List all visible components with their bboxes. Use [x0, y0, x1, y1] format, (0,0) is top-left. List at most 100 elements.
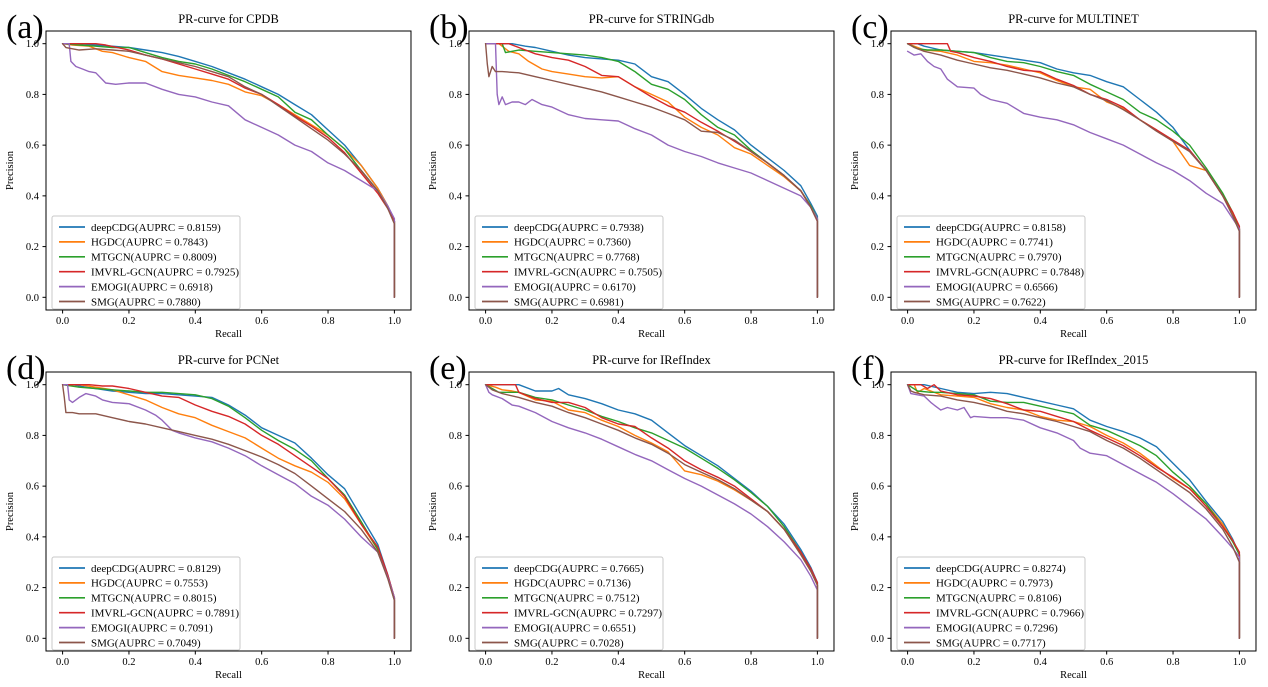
legend-label-mtgcn: MTGCN(AUPRC = 0.7768)	[514, 252, 640, 264]
x-tick-label: 1.0	[1233, 316, 1246, 327]
curve-emogi	[61, 43, 396, 298]
legend-e: deepCDG(AUPRC = 0.7665) HGDC(AUPRC = 0.71…	[474, 556, 664, 651]
y-axis-label: Precision	[5, 491, 16, 531]
legend-label-imvrl-gcn: IMVRL-GCN(AUPRC = 0.7891)	[91, 607, 239, 619]
y-tick-label: 0.8	[449, 90, 462, 101]
legend-label-deepcdg: deepCDG(AUPRC = 0.7665)	[514, 563, 644, 575]
legend-b: deepCDG(AUPRC = 0.7938) HGDC(AUPRC = 0.73…	[474, 215, 664, 310]
x-axis-label: Recall	[638, 670, 665, 681]
y-tick-label: 0.0	[26, 634, 39, 645]
legend-label-smg: SMG(AUPRC = 0.7717)	[936, 637, 1046, 649]
legend-label-imvrl-gcn: IMVRL-GCN(AUPRC = 0.7505)	[514, 266, 662, 278]
x-tick-label: 0.0	[479, 316, 492, 327]
curve-deepcdg	[61, 384, 396, 639]
legend-f: deepCDG(AUPRC = 0.8274) HGDC(AUPRC = 0.79…	[896, 556, 1086, 651]
x-tick-label: 0.8	[321, 316, 334, 327]
curve-deepcdg	[484, 43, 818, 298]
x-tick-label: 1.0	[1233, 657, 1246, 668]
y-tick-label: 0.6	[449, 482, 462, 493]
y-axis-label: Precision	[428, 491, 439, 531]
y-tick-label: 0.4	[449, 191, 463, 202]
x-tick-label: 0.0	[901, 657, 914, 668]
y-axis-label: Precision	[850, 150, 861, 190]
legend-label-deepcdg: deepCDG(AUPRC = 0.8129)	[91, 563, 221, 575]
x-tick-label: 0.4	[189, 657, 203, 668]
pr-curve-plot-d: (d) PR-curve for PCNet 0.0 0.2 0.4 0.6 0.8 1.0 0…	[5, 350, 412, 681]
y-tick-label: 0.2	[26, 583, 39, 594]
x-tick-label: 0.8	[321, 657, 334, 668]
plot-title-a: PR-curve for CPDB	[178, 12, 279, 26]
pr-curve-plot-b: (b) PR-curve for STRINGdb 0.0 0.2 0.4 0.6 0.8 1…	[428, 9, 835, 340]
legend-box	[51, 556, 241, 651]
y-tick-label: 0.0	[871, 634, 884, 645]
x-tick-label: 0.4	[1034, 316, 1048, 327]
panel-a: (a) PR-curve for CPDB 0.0 0.2 0.4 0.6 0.8 1.0 0.…	[0, 0, 423, 341]
x-axis-label: Recall	[215, 329, 242, 340]
x-tick-label: 0.8	[1167, 316, 1180, 327]
legend-label-smg: SMG(AUPRC = 0.7880)	[91, 296, 201, 308]
curve-smg	[484, 43, 818, 298]
legend-label-smg: SMG(AUPRC = 0.7049)	[91, 637, 201, 649]
plot-frame	[890, 30, 1257, 311]
x-tick-label: 1.0	[810, 316, 823, 327]
curve-imvrl-gcn	[907, 384, 1241, 639]
x-tick-label: 0.6	[1100, 316, 1113, 327]
legend-label-hgdc: HGDC(AUPRC = 0.7553)	[91, 578, 208, 590]
curve-smg	[61, 384, 396, 639]
x-tick-label: 0.8	[744, 316, 757, 327]
legend-box	[474, 556, 664, 651]
x-tick-label: 0.4	[189, 316, 203, 327]
y-tick-label: 0.0	[26, 293, 39, 304]
x-tick-label: 0.2	[545, 657, 558, 668]
x-tick-label: 0.4	[1034, 657, 1048, 668]
legend-label-hgdc: HGDC(AUPRC = 0.7973)	[936, 578, 1053, 590]
x-axis-label: Recall	[1060, 670, 1087, 681]
legend-label-emogi: EMOGI(AUPRC = 0.6918)	[91, 281, 213, 293]
curve-emogi	[61, 384, 396, 639]
legend-label-hgdc: HGDC(AUPRC = 0.7136)	[514, 578, 631, 590]
panel-letter-f: (f)	[851, 350, 885, 387]
legend-label-deepcdg: deepCDG(AUPRC = 0.8159)	[91, 222, 221, 234]
legend-label-emogi: EMOGI(AUPRC = 0.6566)	[936, 281, 1058, 293]
legend-label-emogi: EMOGI(AUPRC = 0.6170)	[514, 281, 636, 293]
legend-d: deepCDG(AUPRC = 0.8129) HGDC(AUPRC = 0.75…	[51, 556, 241, 651]
x-tick-label: 0.0	[56, 316, 69, 327]
x-tick-label: 0.8	[1167, 657, 1180, 668]
x-tick-label: 0.2	[545, 316, 558, 327]
x-tick-label: 0.4	[611, 657, 625, 668]
panel-letter-b: (b)	[429, 9, 469, 46]
plot-title-b: PR-curve for STRINGdb	[588, 12, 714, 26]
legend-label-emogi: EMOGI(AUPRC = 0.7296)	[936, 622, 1058, 634]
y-tick-label: 0.6	[871, 141, 884, 152]
legend-label-mtgcn: MTGCN(AUPRC = 0.7512)	[514, 593, 640, 605]
panel-c: (c) PR-curve for MULTINET 0.0 0.2 0.4 0.6 0.8 1…	[845, 0, 1268, 341]
x-axis-label: Recall	[1060, 329, 1087, 340]
pr-curve-plot-e: (e) PR-curve for IRefIndex 0.0 0.2 0.4 0.6 0.8…	[428, 350, 835, 681]
y-tick-label: 0.6	[871, 482, 884, 493]
curve-emogi	[907, 50, 1241, 298]
x-tick-label: 0.2	[122, 316, 135, 327]
curve-mtgcn	[907, 43, 1241, 298]
y-tick-label: 1.0	[871, 380, 884, 391]
curve-hgdc	[484, 43, 818, 298]
x-tick-label: 0.8	[744, 657, 757, 668]
curve-emogi	[484, 43, 818, 298]
y-tick-label: 0.2	[449, 583, 462, 594]
pr-curve-plot-c: (c) PR-curve for MULTINET 0.0 0.2 0.4 0.6 0.8 1…	[850, 9, 1257, 340]
plot-frame	[468, 371, 835, 652]
y-tick-label: 0.6	[26, 141, 39, 152]
legend-label-smg: SMG(AUPRC = 0.7028)	[514, 637, 624, 649]
x-tick-label: 0.0	[56, 657, 69, 668]
curve-smg	[61, 43, 396, 298]
y-tick-label: 0.0	[871, 293, 884, 304]
legend-label-imvrl-gcn: IMVRL-GCN(AUPRC = 0.7966)	[936, 607, 1084, 619]
x-tick-label: 0.0	[901, 316, 914, 327]
y-tick-label: 0.8	[26, 431, 39, 442]
x-axis-label: Recall	[215, 670, 242, 681]
y-tick-label: 0.8	[26, 90, 39, 101]
y-axis-label: Precision	[850, 491, 861, 531]
y-tick-label: 0.4	[449, 532, 463, 543]
y-axis-label: Precision	[428, 150, 439, 190]
y-tick-label: 0.4	[871, 532, 885, 543]
y-tick-label: 0.8	[871, 90, 884, 101]
